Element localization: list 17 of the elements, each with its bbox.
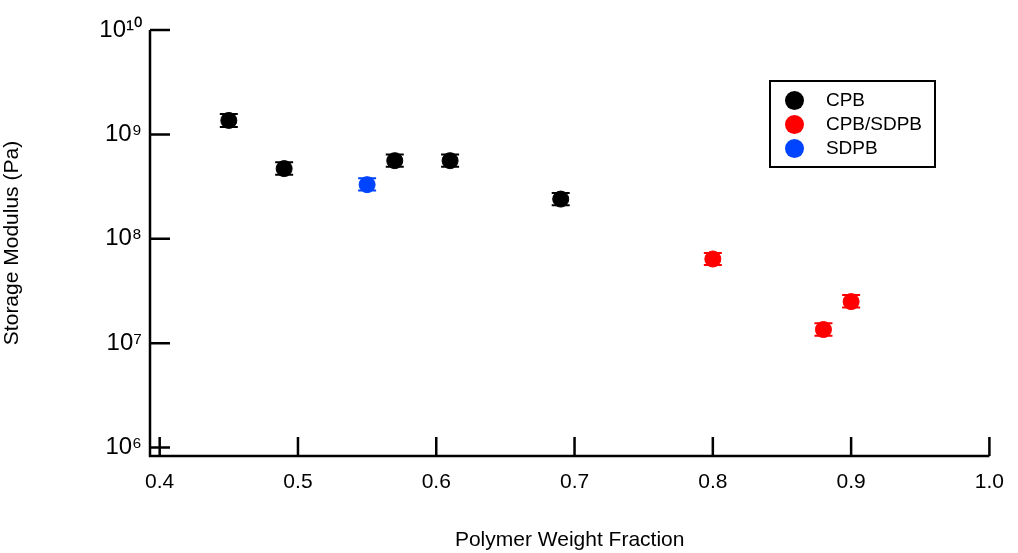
y-tick-label: 10¹⁰ [99,14,142,42]
y-tick-label: 10⁹ [105,119,142,147]
legend-label: CPB/SDPB [825,113,922,135]
x-tick-label: 0.4 [145,469,175,493]
y-tick-label: 10⁸ [105,223,142,251]
legend-label: SDPB [825,137,878,159]
x-tick-label: 1.0 [974,469,1005,493]
x-axis-title: Polymer Weight Fraction [454,527,685,551]
x-tick-label: 0.8 [698,469,728,493]
y-tick-label: 10⁶ [105,432,142,460]
legend-label: CPB [825,89,865,111]
y-tick-label: 10⁷ [106,327,142,355]
y-axis-title: Storage Modulus (Pa) [0,140,23,346]
x-tick-label: 0.6 [421,469,451,493]
x-tick-label: 0.7 [559,469,590,493]
x-tick-label: 0.9 [836,469,866,493]
x-tick-label: 0.5 [283,469,313,493]
